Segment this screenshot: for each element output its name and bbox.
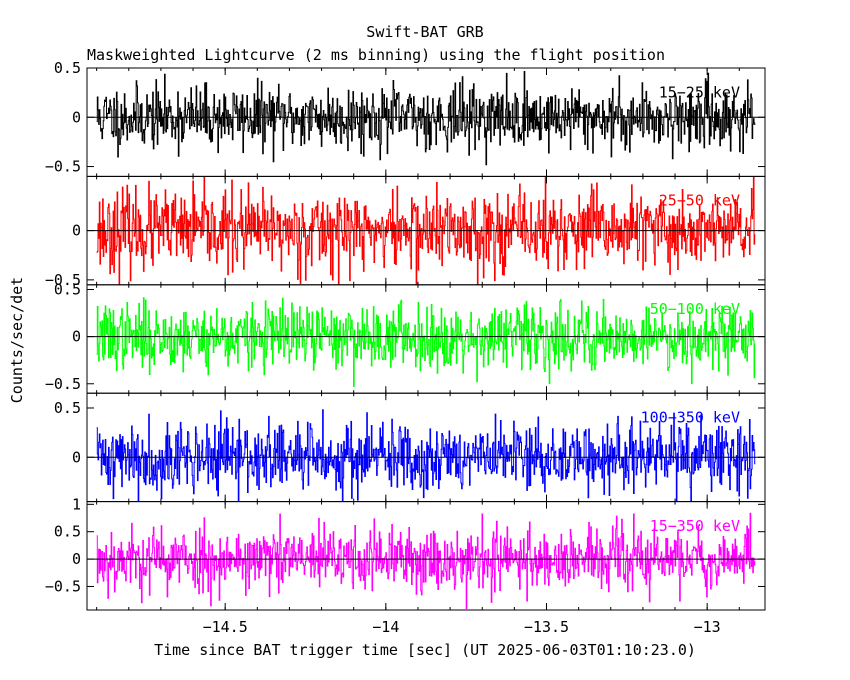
- series-line: [96, 297, 756, 387]
- band-label: 100−350 keV: [641, 408, 740, 426]
- x-tick-label: −13: [694, 618, 721, 636]
- y-tick-label: 1: [72, 495, 81, 513]
- y-tick-label: 0: [72, 328, 81, 346]
- series-line: [96, 176, 756, 285]
- x-tick-label: −13.5: [524, 618, 569, 636]
- panel-50-100-keV: 0.5 0 −0.5 50−100 keV: [45, 281, 766, 394]
- x-axis-label: Time since BAT trigger time [sec] (UT 20…: [154, 641, 696, 659]
- panel-25-50-keV: 0 −0.5 25−50 keV: [45, 175, 766, 289]
- panel-100-350-keV: 0.5 0 100−350 keV: [54, 392, 766, 503]
- y-tick-label: −0.5: [45, 158, 81, 176]
- y-tick-label: 0.5: [54, 523, 81, 541]
- y-tick-label: 0: [72, 222, 81, 240]
- y-tick-label: 0.5: [54, 281, 81, 299]
- y-tick-label: 0.5: [54, 59, 81, 77]
- y-tick-label: 0.5: [54, 399, 81, 417]
- series-line: [96, 70, 756, 166]
- series-line: [96, 512, 756, 609]
- y-tick-label: 0: [72, 448, 81, 466]
- band-label: 50−100 keV: [650, 300, 740, 318]
- band-label: 25−50 keV: [659, 192, 740, 210]
- y-axis-label: Counts/sec/det: [8, 277, 26, 403]
- x-tick-label: −14: [372, 618, 399, 636]
- y-tick-label: −0.5: [45, 577, 81, 595]
- y-tick-label: −0.5: [45, 271, 81, 289]
- y-tick-label: 0: [72, 108, 81, 126]
- band-label: 15−350 keV: [650, 517, 740, 535]
- y-tick-label: −0.5: [45, 375, 81, 393]
- chart-title: Swift-BAT GRB: [366, 23, 483, 41]
- panels-group: 0.5 0 −0.5 15−25 keV 0 −0.5 25−50 keV 0.5 0 −0.5 5…: [45, 59, 766, 636]
- x-tick-label: −14.5: [203, 618, 248, 636]
- chart-subtitle: Maskweighted Lightcurve (2 ms binning) u…: [87, 46, 665, 64]
- band-label: 15−25 keV: [659, 83, 740, 101]
- panel-15-25-keV: 0.5 0 −0.5 15−25 keV: [45, 59, 766, 177]
- panel-frame: [86, 501, 766, 611]
- panel-15-350-keV: 1 0.5 0 −0.5 15−350 keV: [45, 495, 766, 611]
- y-tick-label: 0: [72, 550, 81, 568]
- series-line: [96, 409, 756, 502]
